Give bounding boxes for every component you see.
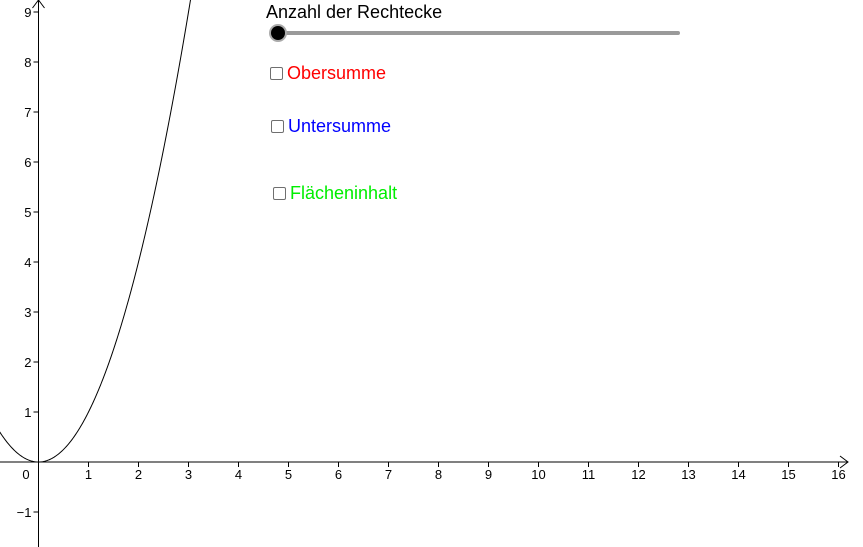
y-tick-label: 4 xyxy=(24,255,31,270)
obersumme-toggle[interactable]: Obersumme xyxy=(270,63,386,84)
x-tick-label: 16 xyxy=(831,467,845,482)
untersumme-label: Untersumme xyxy=(288,116,392,136)
obersumme-checkbox[interactable] xyxy=(270,67,283,80)
x-tick-label: 5 xyxy=(285,467,292,482)
slider-caption: Anzahl der Rechtecke xyxy=(266,2,443,22)
y-tick-label: −1 xyxy=(17,505,32,520)
y-tick-label: 9 xyxy=(24,5,31,20)
x-tick-label: 4 xyxy=(235,467,242,482)
x-tick-label: 1 xyxy=(85,467,92,482)
untersumme-toggle[interactable]: Untersumme xyxy=(271,116,391,137)
y-axis-arrow-icon xyxy=(32,0,45,9)
x-tick-label: 8 xyxy=(435,467,442,482)
slider-track[interactable] xyxy=(276,31,680,35)
untersumme-checkbox[interactable] xyxy=(271,120,284,133)
y-tick-label: 6 xyxy=(24,155,31,170)
x-tick-label: 13 xyxy=(681,467,695,482)
function-graph[interactable] xyxy=(0,0,194,463)
x-tick-label: 15 xyxy=(781,467,795,482)
y-tick-label: 3 xyxy=(24,305,31,320)
flaecheninhalt-checkbox[interactable] xyxy=(273,187,286,200)
x-tick-label: 12 xyxy=(631,467,645,482)
y-tick-label: 7 xyxy=(24,105,31,120)
x-tick-label: 2 xyxy=(135,467,142,482)
obersumme-label: Obersumme xyxy=(287,63,387,83)
flaecheninhalt-label: Flächeninhalt xyxy=(290,183,398,203)
y-axis-ticks: 1 2 3 4 5 6 7 8 9 −1 xyxy=(17,5,39,520)
y-tick-label: 2 xyxy=(24,355,31,370)
y-tick-label: 8 xyxy=(24,55,31,70)
rectangle-count-slider[interactable] xyxy=(268,24,680,44)
x-tick-label: 14 xyxy=(731,467,745,482)
y-tick-label: 1 xyxy=(24,405,31,420)
slider-knob[interactable] xyxy=(271,26,285,40)
x-axis-ticks: 1 2 3 4 5 6 7 8 9 10 11 12 13 14 15 16 xyxy=(85,462,846,482)
x-tick-label: 9 xyxy=(485,467,492,482)
x-tick-label: 6 xyxy=(335,467,342,482)
flaecheninhalt-toggle[interactable]: Flächeninhalt xyxy=(273,183,397,204)
x-tick-label: 10 xyxy=(531,467,545,482)
x-tick-label: 11 xyxy=(582,467,596,482)
x-tick-label: 3 xyxy=(185,467,192,482)
x-tick-label: 7 xyxy=(385,467,392,482)
origin-label: 0 xyxy=(22,467,29,482)
x-axis-arrow-icon xyxy=(839,455,849,469)
y-tick-label: 5 xyxy=(24,205,31,220)
